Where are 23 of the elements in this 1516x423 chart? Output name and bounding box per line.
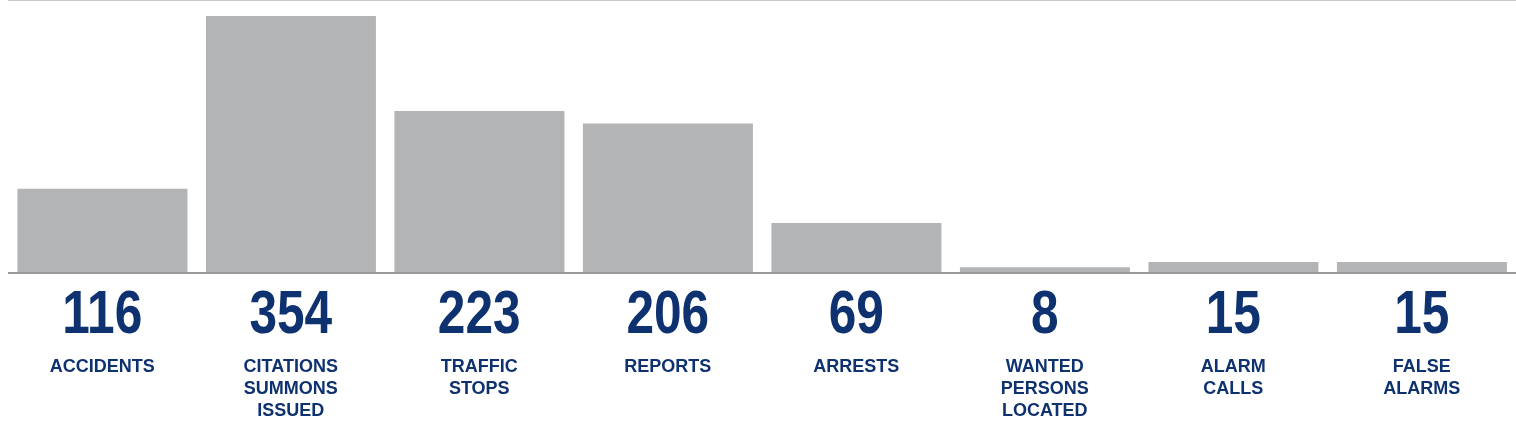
data-label: 8 — [1030, 276, 1059, 347]
bar — [394, 111, 565, 273]
data-label: 223 — [437, 276, 521, 347]
x-tick-label: ACCIDENTS — [49, 356, 155, 376]
bar — [1148, 262, 1319, 273]
x-tick-label: TRAFFIC STOPS — [440, 356, 518, 398]
bar — [771, 222, 942, 273]
data-label: 116 — [62, 276, 143, 347]
x-tick-label: REPORTS — [624, 356, 712, 376]
data-label: 15 — [1394, 276, 1450, 347]
x-tick-label: CITATIONS SUMMONS ISSUED — [243, 356, 338, 420]
x-tick-label: WANTED PERSONS LOCATED — [1000, 356, 1089, 420]
bar — [205, 15, 376, 273]
bar — [17, 188, 188, 273]
x-tick-label: FALSE ALARMS — [1383, 356, 1461, 398]
data-label: 206 — [626, 276, 710, 347]
x-tick-label: ALARM CALLS — [1200, 356, 1266, 398]
data-label: 69 — [828, 276, 884, 347]
data-label: 354 — [249, 276, 333, 347]
bar — [1336, 262, 1507, 273]
data-label: 15 — [1205, 276, 1261, 347]
bar — [582, 123, 753, 273]
x-tick-label: ARRESTS — [813, 356, 900, 376]
